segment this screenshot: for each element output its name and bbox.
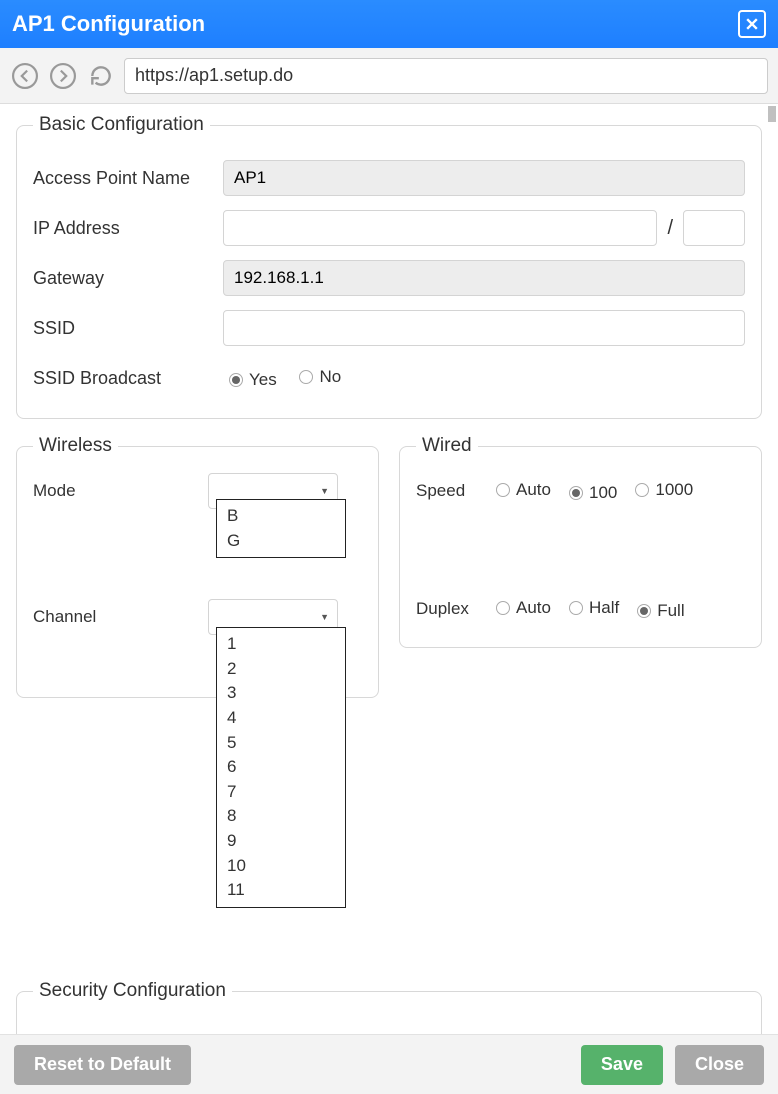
- ssid-broadcast-yes[interactable]: Yes: [229, 370, 277, 390]
- browser-toolbar: [0, 48, 778, 104]
- scrollbar[interactable]: [768, 106, 776, 122]
- ap-name-input[interactable]: [223, 160, 745, 196]
- channel-option-4[interactable]: 4: [227, 706, 335, 731]
- channel-option-9[interactable]: 9: [227, 829, 335, 854]
- ssid-input[interactable]: [223, 310, 745, 346]
- security-settings-label: Security Settings: [33, 1034, 223, 1035]
- channel-option-10[interactable]: 10: [227, 854, 335, 879]
- channel-label: Channel: [33, 607, 208, 627]
- radio-icon: [299, 370, 313, 384]
- speed-option-1000[interactable]: 1000: [635, 480, 693, 500]
- ssid-broadcast-no[interactable]: No: [299, 367, 341, 387]
- basic-config-legend: Basic Configuration: [33, 114, 210, 136]
- wired-legend: Wired: [416, 435, 478, 457]
- window-close-button[interactable]: [738, 10, 766, 38]
- channel-option-3[interactable]: 3: [227, 681, 335, 706]
- duplex-option-full[interactable]: Full: [637, 601, 684, 621]
- mode-option-g[interactable]: G: [227, 529, 335, 554]
- wireless-legend: Wireless: [33, 435, 118, 457]
- window-title: AP1 Configuration: [12, 11, 205, 37]
- basic-config-fieldset: Basic Configuration Access Point Name IP…: [16, 114, 762, 419]
- mode-label: Mode: [33, 481, 208, 501]
- close-button[interactable]: Close: [675, 1045, 764, 1085]
- mode-options-list[interactable]: BG: [216, 499, 346, 558]
- duplex-option-half[interactable]: Half: [569, 598, 619, 618]
- forward-icon[interactable]: [48, 61, 78, 91]
- ap-name-label: Access Point Name: [33, 168, 223, 189]
- duplex-label: Duplex: [416, 599, 496, 619]
- radio-icon: [229, 373, 243, 387]
- security-legend: Security Configuration: [33, 980, 232, 1002]
- back-icon[interactable]: [10, 61, 40, 91]
- radio-icon: [569, 601, 583, 615]
- channel-option-8[interactable]: 8: [227, 804, 335, 829]
- content-area: Basic Configuration Access Point Name IP…: [0, 104, 778, 1034]
- mode-option-b[interactable]: B: [227, 504, 335, 529]
- security-option-wep[interactable]: WEP: [302, 1033, 361, 1035]
- speed-option-100[interactable]: 100: [569, 483, 617, 503]
- gateway-label: Gateway: [33, 268, 223, 289]
- ssid-label: SSID: [33, 318, 223, 339]
- radio-icon: [569, 486, 583, 500]
- security-option-wpa2[interactable]: WPA2: [454, 1033, 521, 1035]
- gateway-input[interactable]: [223, 260, 745, 296]
- ip-address-label: IP Address: [33, 218, 223, 239]
- refresh-icon[interactable]: [86, 61, 116, 91]
- footer-bar: Reset to Default Save Close: [0, 1034, 778, 1094]
- url-input[interactable]: [124, 58, 768, 94]
- security-option-wpa[interactable]: WPA: [378, 1033, 435, 1035]
- ip-address-input[interactable]: [223, 210, 657, 246]
- speed-option-auto[interactable]: Auto: [496, 480, 551, 500]
- window-titlebar: AP1 Configuration: [0, 0, 778, 48]
- channel-option-5[interactable]: 5: [227, 731, 335, 756]
- radio-icon: [496, 601, 510, 615]
- speed-label: Speed: [416, 481, 496, 501]
- radio-icon: [496, 483, 510, 497]
- radio-icon: [635, 483, 649, 497]
- channel-options-list[interactable]: 1234567891011: [216, 627, 346, 908]
- ssid-broadcast-label: SSID Broadcast: [33, 368, 223, 389]
- wired-fieldset: Wired Speed Auto 100 1000 Duplex Auto Half F…: [399, 435, 762, 648]
- save-button[interactable]: Save: [581, 1045, 663, 1085]
- reset-default-button[interactable]: Reset to Default: [14, 1045, 191, 1085]
- channel-option-1[interactable]: 1: [227, 632, 335, 657]
- duplex-option-auto[interactable]: Auto: [496, 598, 551, 618]
- ip-slash: /: [667, 217, 673, 240]
- channel-option-11[interactable]: 11: [227, 878, 335, 903]
- channel-option-6[interactable]: 6: [227, 755, 335, 780]
- security-option-wpa2---enterprise[interactable]: WPA2 - Enterprise: [539, 1033, 699, 1035]
- security-fieldset: Security Configuration Security Settings…: [16, 980, 762, 1034]
- radio-icon: [637, 604, 651, 618]
- channel-option-7[interactable]: 7: [227, 780, 335, 805]
- ip-suffix-input[interactable]: [683, 210, 745, 246]
- channel-option-2[interactable]: 2: [227, 657, 335, 682]
